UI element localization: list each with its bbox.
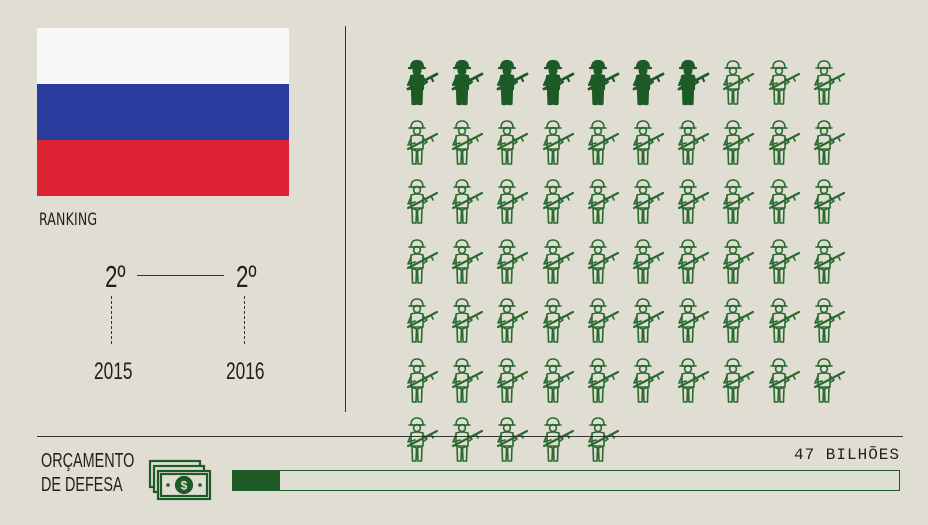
vertical-divider: [345, 26, 346, 412]
soldier-icon: [445, 296, 485, 346]
soldier-icon-highlighted: [536, 58, 576, 108]
horizontal-divider: [37, 436, 903, 437]
soldier-icon: [445, 118, 485, 168]
flag-stripe-white: [37, 28, 289, 84]
soldier-icon: [445, 177, 485, 227]
soldier-icon: [536, 356, 576, 406]
soldier-icon: [445, 356, 485, 406]
flag-stripe-red: [37, 140, 289, 196]
flag-stripe-blue: [37, 84, 289, 140]
ranking-label: RANKING: [39, 210, 98, 230]
soldier-icon: [490, 415, 530, 465]
soldier-icon: [581, 237, 621, 287]
soldier-icon-highlighted: [445, 58, 485, 108]
soldier-icon: [400, 356, 440, 406]
soldier-icon: [716, 237, 756, 287]
soldier-icon: [626, 296, 666, 346]
soldier-icon: [807, 237, 847, 287]
soldier-icon: [762, 177, 802, 227]
soldier-icon: [716, 296, 756, 346]
soldier-icon: [400, 177, 440, 227]
soldier-icon: [581, 296, 621, 346]
rank-connector-line: [137, 275, 224, 276]
country-flag: [37, 28, 289, 196]
soldier-icon: [445, 237, 485, 287]
soldier-icon: [626, 118, 666, 168]
svg-text:$: $: [181, 479, 188, 493]
soldier-icon-highlighted: [490, 58, 530, 108]
rank-value-2015: 2º: [105, 259, 126, 294]
soldier-icon-highlighted: [400, 58, 440, 108]
soldier-icon: [716, 58, 756, 108]
soldier-icon: [581, 415, 621, 465]
soldier-icon: [400, 296, 440, 346]
soldier-icon: [762, 58, 802, 108]
soldier-icon: [716, 177, 756, 227]
soldier-icon: [762, 296, 802, 346]
soldier-icon: [671, 237, 711, 287]
budget-bar-fill: [233, 471, 280, 490]
rank-dash-2015: [111, 296, 112, 344]
soldier-icon-highlighted: [671, 58, 711, 108]
soldier-icon: [490, 177, 530, 227]
soldier-icon: [536, 415, 576, 465]
rank-dash-2016: [244, 296, 245, 344]
soldier-icon: [536, 296, 576, 346]
soldier-icon: [581, 118, 621, 168]
soldier-icon: [762, 237, 802, 287]
soldier-icon: [671, 177, 711, 227]
budget-label-line1: ORÇAMENTO: [41, 450, 135, 472]
soldier-icon: [671, 118, 711, 168]
soldier-icon: [490, 118, 530, 168]
soldier-icon: [581, 356, 621, 406]
soldier-icon: [762, 356, 802, 406]
soldier-icon: [490, 356, 530, 406]
soldier-icon: [807, 58, 847, 108]
soldier-icon: [626, 177, 666, 227]
budget-bar: [232, 470, 900, 491]
soldier-icon: [807, 296, 847, 346]
soldier-icon: [536, 237, 576, 287]
soldier-icon: [807, 356, 847, 406]
soldier-icon: [536, 177, 576, 227]
soldier-icon: [626, 356, 666, 406]
budget-value: 47 BILHÕES: [793, 446, 900, 464]
soldier-icon: [671, 356, 711, 406]
soldier-icon: [536, 118, 576, 168]
soldier-icon-highlighted: [581, 58, 621, 108]
rank-year-2015: 2015: [94, 358, 133, 385]
soldier-icon: [716, 118, 756, 168]
soldier-icon-highlighted: [626, 58, 666, 108]
budget-label-line2: DE DEFESA: [41, 474, 123, 496]
soldier-icon: [400, 415, 440, 465]
soldier-icon: [807, 118, 847, 168]
soldier-icon: [400, 118, 440, 168]
budget-label: ORÇAMENTO DE DEFESA: [41, 449, 134, 497]
soldier-icon: [671, 296, 711, 346]
soldier-pictogram-grid: [400, 58, 860, 462]
soldier-icon: [762, 118, 802, 168]
money-stack-icon: $: [148, 458, 214, 504]
soldier-icon: [807, 177, 847, 227]
rank-value-2016: 2º: [236, 259, 257, 294]
soldier-icon: [581, 177, 621, 227]
soldier-icon: [490, 296, 530, 346]
soldier-icon: [490, 237, 530, 287]
soldier-icon: [400, 237, 440, 287]
soldier-icon: [716, 356, 756, 406]
rank-year-2016: 2016: [226, 358, 265, 385]
soldier-icon: [445, 415, 485, 465]
soldier-icon: [626, 237, 666, 287]
